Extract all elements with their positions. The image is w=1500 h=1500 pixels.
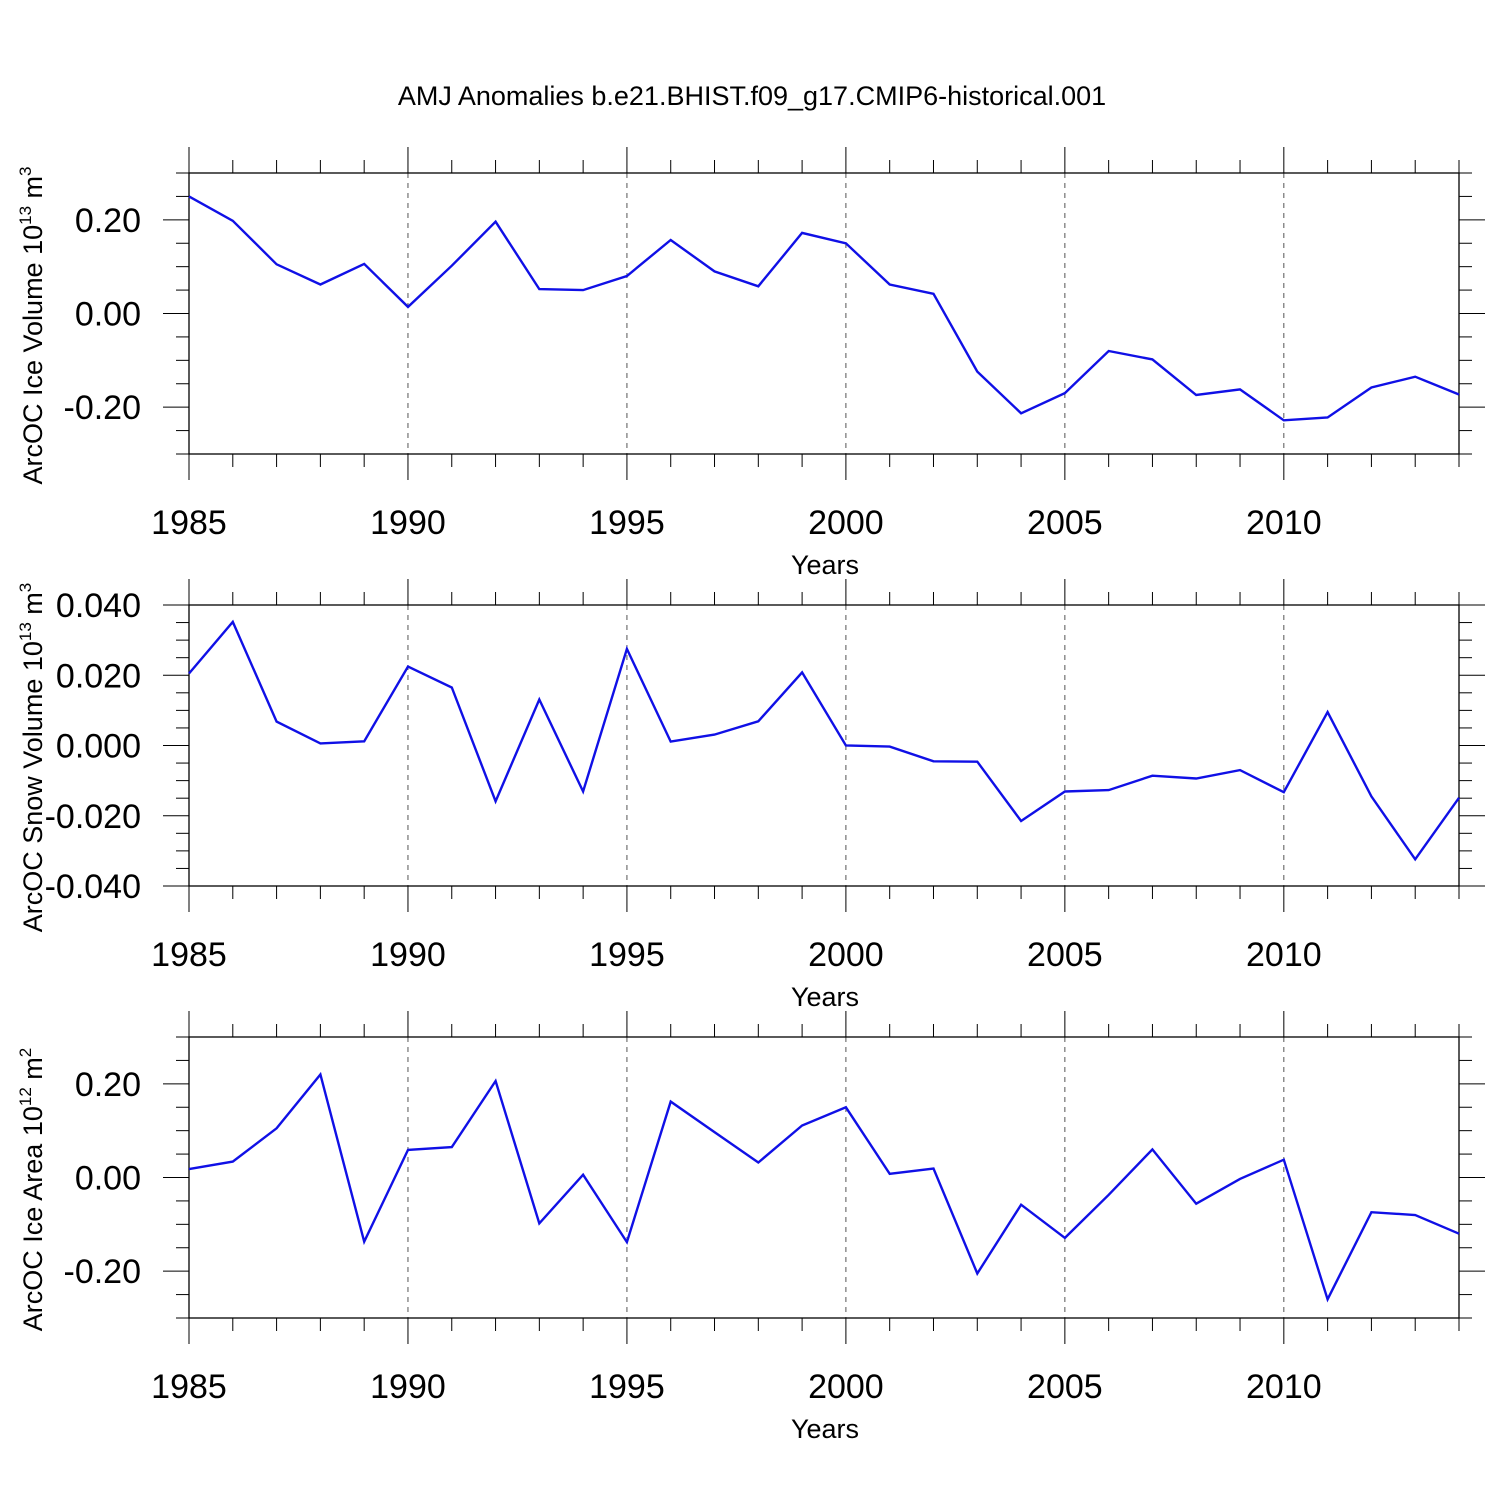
x-tick-label: 1995 [589, 504, 665, 542]
y-tick-label: -0.20 [64, 1253, 142, 1291]
x-tick-label: 2000 [808, 504, 884, 542]
y-tick-label: 0.00 [75, 296, 141, 334]
y-axis-label-unit: m [18, 1057, 48, 1087]
y-axis-label-unit-exponent: 3 [16, 166, 35, 175]
x-tick-label: 2005 [1027, 1368, 1103, 1406]
series-line-snow-volume [188, 619, 1460, 862]
x-tick-label: 1990 [370, 1368, 446, 1406]
y-axis-label-text: ArcOC Ice Area 10 [18, 1106, 48, 1331]
x-tick-label: 1985 [151, 936, 227, 974]
chart-panel-ice-volume: -0.20 0.00 0.20 1985 1990 1995 2000 2005 2010 Yea… [16, 147, 1485, 580]
y-tick-label: 0.20 [75, 202, 141, 240]
y-axis-label-unit: m [18, 592, 48, 622]
x-axis-label: Years [791, 550, 859, 580]
y-tick-label: 0.040 [56, 587, 141, 625]
x-tick-label: 1990 [370, 936, 446, 974]
y-tick-label: -0.040 [45, 868, 141, 906]
x-tick-label: 2010 [1246, 1368, 1322, 1406]
x-tick-label: 2005 [1027, 936, 1103, 974]
x-axis-label: Years [791, 982, 859, 1012]
y-axis-label-exponent: 12 [16, 1087, 35, 1106]
y-axis-label-text: ArcOC Ice Volume 10 [18, 225, 48, 485]
x-tick-label: 1995 [589, 936, 665, 974]
x-tick-label: 2005 [1027, 504, 1103, 542]
y-tick-label: 0.20 [75, 1066, 141, 1104]
y-axis-label: ArcOC Ice Area 1012 m2 [16, 1048, 48, 1332]
y-axis-label: ArcOC Ice Volume 1013 m3 [16, 166, 48, 484]
plot-frame [188, 172, 1460, 455]
series-line-ice-area [188, 1071, 1460, 1303]
y-axis-label-unit-exponent: 2 [16, 1048, 35, 1057]
y-tick-label: 0.00 [75, 1160, 141, 1198]
y-tick-label: 0.020 [56, 657, 141, 695]
x-tick-label: 1995 [589, 1368, 665, 1406]
plot-frame [188, 1036, 1460, 1319]
y-tick-label: -0.20 [64, 389, 142, 427]
x-tick-label: 1985 [151, 1368, 227, 1406]
chart-panel-ice-area: -0.20 0.00 0.20 1985 1990 1995 2000 2005 2010 Yea… [16, 1011, 1485, 1444]
x-tick-label: 2000 [808, 936, 884, 974]
y-axis-label-exponent: 13 [16, 206, 35, 225]
x-axis-label: Years [791, 1414, 859, 1444]
x-tick-label: 2010 [1246, 936, 1322, 974]
x-tick-label: 2010 [1246, 504, 1322, 542]
x-tick-label: 1990 [370, 504, 446, 542]
panels: -0.20 0.00 0.20 1985 1990 1995 2000 2005 2010 Yea… [16, 147, 1485, 1444]
y-axis-label-text: ArcOC Snow Volume 10 [18, 641, 48, 932]
plot-frame [188, 604, 1460, 887]
figure-title: AMJ Anomalies b.e21.BHIST.f09_g17.CMIP6-… [398, 81, 1106, 111]
y-tick-label: 0.000 [56, 728, 141, 766]
chart-panel-snow-volume: -0.040 -0.020 0.000 0.020 0.040 1985 1990 1995 2… [16, 579, 1485, 1012]
y-tick-label: -0.020 [45, 798, 141, 836]
x-tick-label: 2000 [808, 1368, 884, 1406]
y-axis-label-exponent: 13 [16, 622, 35, 641]
series-line-ice-volume [188, 195, 1460, 422]
y-axis-label: ArcOC Snow Volume 1013 m3 [16, 583, 48, 933]
y-axis-label-unit: m [18, 176, 48, 206]
x-tick-label: 1985 [151, 504, 227, 542]
y-axis-label-unit-exponent: 3 [16, 583, 35, 592]
